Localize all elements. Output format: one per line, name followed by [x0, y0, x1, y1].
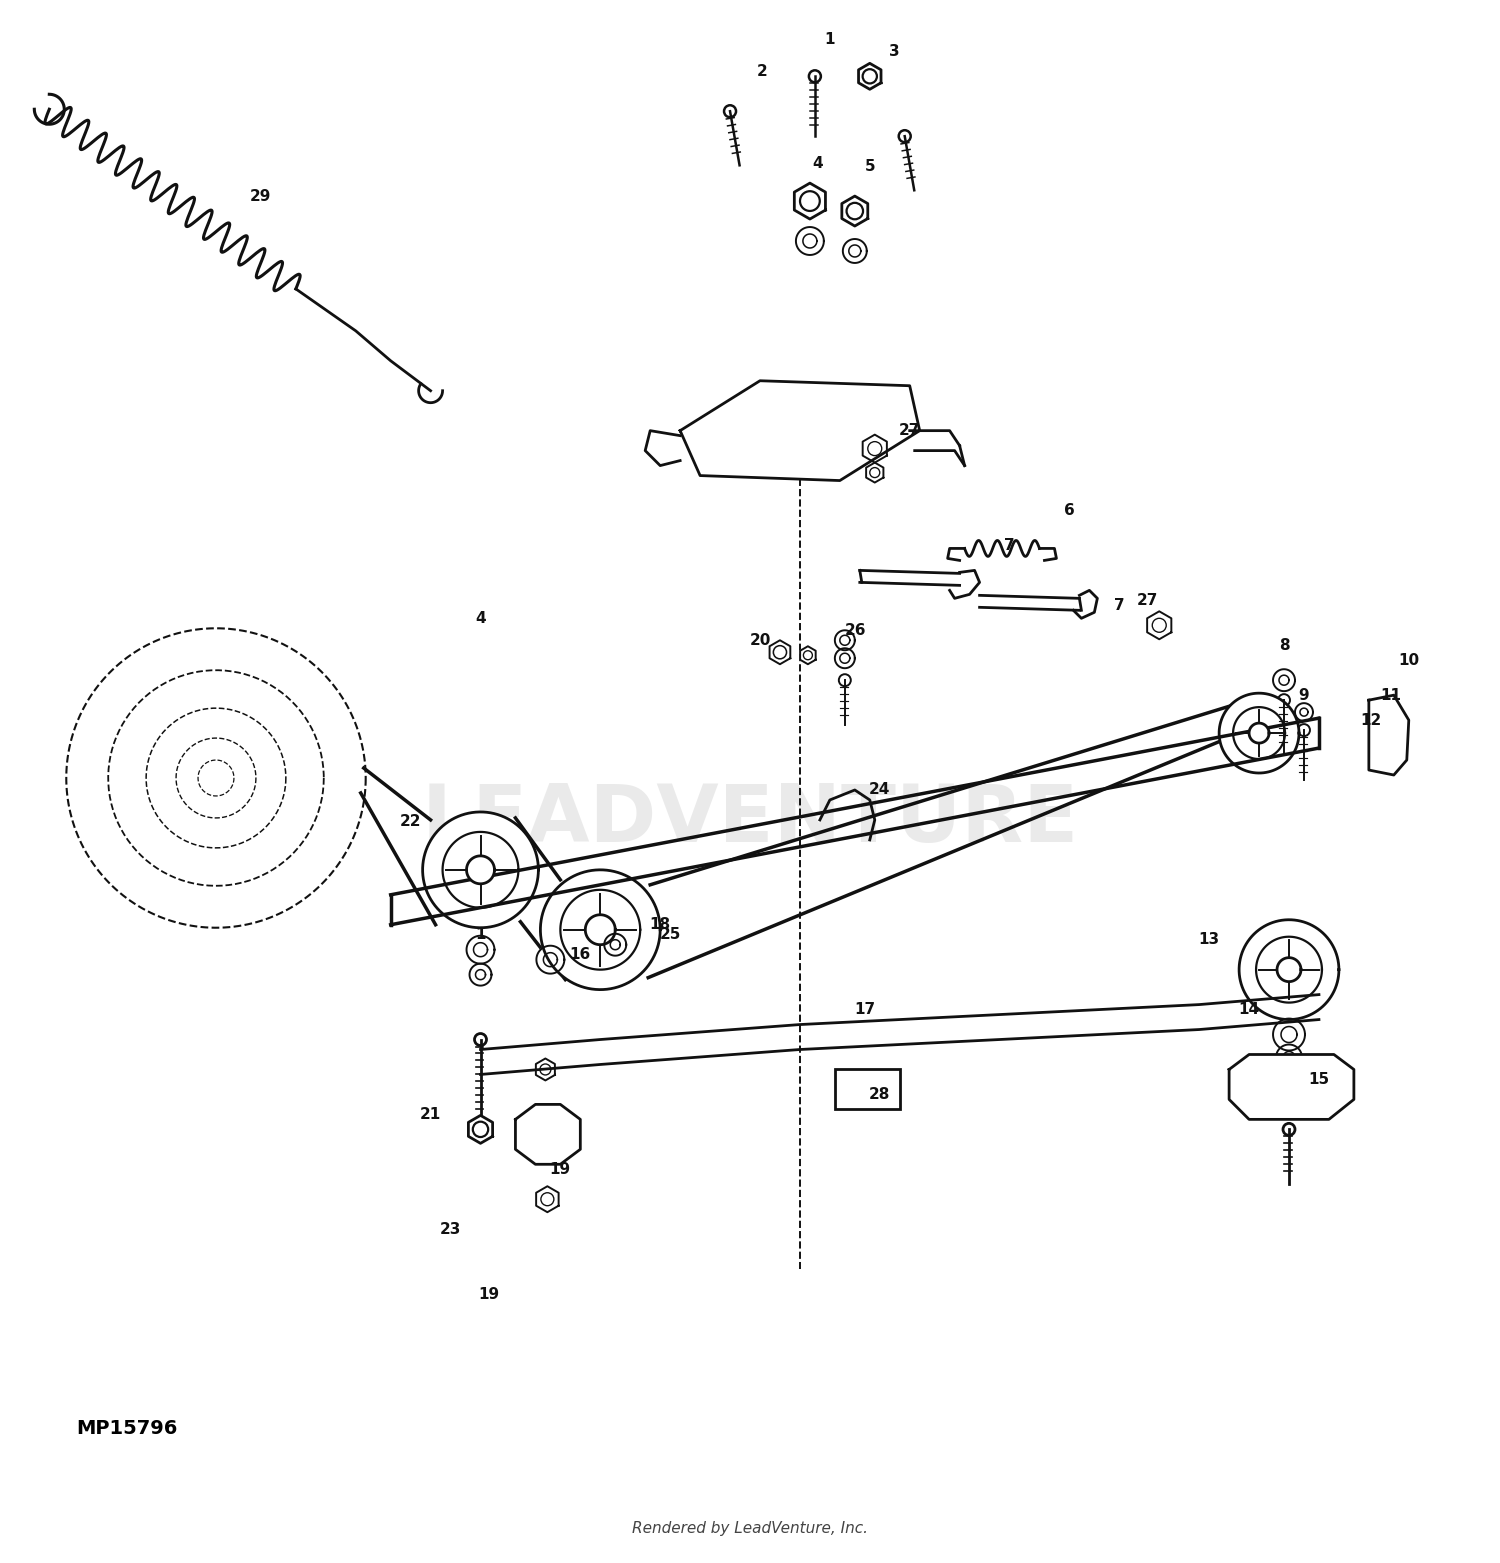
Polygon shape — [836, 649, 855, 669]
Polygon shape — [836, 630, 855, 650]
Text: 14: 14 — [1239, 1002, 1260, 1018]
Text: 3: 3 — [890, 44, 900, 59]
Polygon shape — [540, 871, 660, 989]
Polygon shape — [865, 463, 883, 483]
Polygon shape — [585, 914, 615, 944]
Polygon shape — [1294, 703, 1312, 721]
Polygon shape — [1274, 1019, 1305, 1050]
Polygon shape — [604, 933, 625, 955]
Polygon shape — [516, 1105, 580, 1164]
Circle shape — [540, 1064, 550, 1075]
Circle shape — [542, 1193, 554, 1205]
Polygon shape — [1250, 724, 1269, 742]
Text: 7: 7 — [1004, 538, 1016, 553]
Text: 1: 1 — [825, 31, 836, 47]
Circle shape — [724, 105, 736, 117]
Text: 4: 4 — [813, 156, 824, 170]
Text: 25: 25 — [660, 927, 681, 942]
Circle shape — [800, 191, 820, 211]
Text: 26: 26 — [844, 622, 867, 638]
Text: LEADVENTURE: LEADVENTURE — [422, 782, 1078, 860]
Polygon shape — [1239, 919, 1340, 1019]
Polygon shape — [800, 646, 816, 664]
Text: 29: 29 — [251, 189, 272, 203]
Text: 15: 15 — [1308, 1072, 1329, 1086]
Circle shape — [808, 70, 820, 83]
Text: Rendered by LeadVenture, Inc.: Rendered by LeadVenture, Inc. — [632, 1521, 868, 1536]
Text: 27: 27 — [898, 424, 921, 438]
Circle shape — [839, 674, 850, 686]
Text: 20: 20 — [750, 633, 771, 647]
Text: 1: 1 — [476, 927, 486, 942]
Polygon shape — [470, 964, 492, 986]
Polygon shape — [680, 381, 920, 480]
Circle shape — [474, 1033, 486, 1046]
Circle shape — [1278, 694, 1290, 706]
Circle shape — [846, 203, 862, 219]
Text: 4: 4 — [476, 611, 486, 625]
Circle shape — [1152, 619, 1166, 633]
Polygon shape — [466, 857, 495, 883]
Text: 24: 24 — [868, 783, 891, 797]
Polygon shape — [770, 641, 790, 664]
Polygon shape — [1276, 1044, 1302, 1071]
Circle shape — [1298, 724, 1310, 736]
Text: 27: 27 — [1137, 592, 1158, 608]
Circle shape — [862, 69, 877, 83]
Polygon shape — [1148, 611, 1172, 639]
Polygon shape — [423, 811, 538, 928]
Polygon shape — [1274, 669, 1294, 691]
Polygon shape — [862, 435, 886, 463]
Text: 23: 23 — [440, 1222, 460, 1236]
Text: 5: 5 — [864, 158, 874, 173]
Polygon shape — [842, 195, 868, 227]
Text: 21: 21 — [420, 1107, 441, 1122]
Circle shape — [472, 1122, 488, 1136]
Text: 17: 17 — [853, 1002, 876, 1018]
Text: 8: 8 — [1278, 638, 1290, 653]
Text: 2: 2 — [756, 64, 768, 78]
Text: 13: 13 — [1198, 932, 1219, 947]
Text: MP15796: MP15796 — [76, 1419, 177, 1438]
Circle shape — [868, 442, 882, 455]
Polygon shape — [536, 1058, 555, 1080]
Circle shape — [1282, 1124, 1294, 1135]
Polygon shape — [796, 227, 824, 255]
Polygon shape — [1228, 1055, 1354, 1119]
Text: 19: 19 — [550, 1161, 572, 1177]
Polygon shape — [1370, 696, 1408, 775]
Polygon shape — [537, 946, 564, 974]
Text: 11: 11 — [1380, 688, 1401, 703]
Circle shape — [870, 467, 880, 478]
Text: 28: 28 — [868, 1086, 891, 1102]
Polygon shape — [468, 1116, 492, 1143]
Circle shape — [898, 130, 910, 142]
Text: 10: 10 — [1398, 653, 1419, 667]
Polygon shape — [843, 239, 867, 263]
Polygon shape — [858, 64, 880, 89]
Circle shape — [804, 650, 813, 660]
Text: 22: 22 — [400, 814, 422, 830]
Polygon shape — [1276, 958, 1300, 982]
Text: 6: 6 — [1064, 503, 1076, 517]
Text: 18: 18 — [650, 917, 670, 932]
Polygon shape — [1220, 692, 1299, 774]
Text: 7: 7 — [1114, 597, 1125, 613]
Text: 19: 19 — [478, 1286, 500, 1302]
Circle shape — [774, 646, 786, 660]
Polygon shape — [536, 1186, 558, 1213]
Polygon shape — [795, 183, 825, 219]
FancyBboxPatch shape — [836, 1069, 900, 1110]
Text: 16: 16 — [570, 947, 591, 963]
Text: 12: 12 — [1360, 713, 1382, 728]
Polygon shape — [466, 936, 495, 964]
Text: 9: 9 — [1299, 688, 1310, 703]
